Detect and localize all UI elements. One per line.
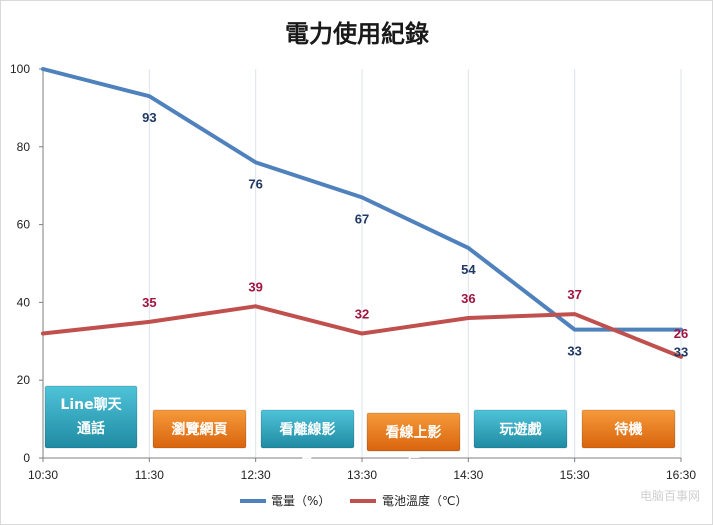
data-label: 37 [567, 287, 581, 302]
activity-box [44, 385, 138, 449]
chart-title: 電力使用紀錄 [285, 20, 429, 48]
x-tick-label: 15:30 [560, 468, 590, 482]
activity-5: 待機 [581, 409, 676, 449]
activity-label: Line聊天通話 [60, 396, 122, 437]
activity-4: 玩遊戲 [473, 409, 568, 449]
activity-label: 看離線影片 [279, 421, 336, 466]
data-label: 26 [674, 326, 688, 341]
y-tick-label: 20 [17, 373, 31, 387]
activity-0: Line聊天通話 [44, 385, 138, 449]
data-label: 33 [674, 345, 688, 360]
data-label: 32 [355, 307, 369, 322]
activity-3: 看線上影片 [366, 412, 461, 469]
data-label: 36 [461, 291, 475, 306]
x-tick-label: 10:30 [28, 468, 58, 482]
x-tick-label: 16:30 [666, 468, 696, 482]
legend-label: 電池溫度（℃） [382, 493, 467, 508]
series-line-1 [41, 304, 683, 359]
series-line-0 [41, 67, 683, 332]
y-tick-label: 0 [23, 451, 30, 465]
legend-label: 電量（%） [271, 494, 330, 508]
y-tick-label: 40 [17, 295, 31, 309]
data-label: 54 [461, 262, 476, 277]
y-tick-label: 100 [10, 62, 30, 76]
watermark: 电脑百事网 [640, 489, 700, 503]
x-tick-label: 11:30 [135, 468, 164, 482]
data-label: 33 [567, 344, 581, 359]
activity-box [152, 409, 247, 449]
data-label: 76 [248, 176, 262, 191]
data-label: 35 [142, 295, 156, 310]
y-tick-label: 60 [17, 218, 31, 232]
x-tick-label: 13:30 [347, 468, 377, 482]
activity-box [260, 409, 355, 449]
x-tick-label: 14:30 [453, 468, 483, 482]
x-tick-label: 12:30 [241, 468, 271, 482]
data-label: 39 [248, 279, 262, 294]
activity-2: 看離線影片 [260, 409, 355, 466]
activity-label: 玩遊戲 [500, 421, 543, 438]
activity-label: 看線上影片 [385, 424, 442, 469]
activity-box [581, 409, 676, 449]
data-label: 67 [355, 211, 369, 226]
data-label: 93 [142, 110, 156, 125]
activity-box [366, 412, 461, 452]
activity-label: 待機 [615, 421, 643, 438]
activity-1: 瀏覽網頁 [152, 409, 247, 449]
activity-box [473, 409, 568, 449]
activity-label: 瀏覽網頁 [172, 421, 228, 438]
y-tick-label: 80 [17, 140, 31, 154]
